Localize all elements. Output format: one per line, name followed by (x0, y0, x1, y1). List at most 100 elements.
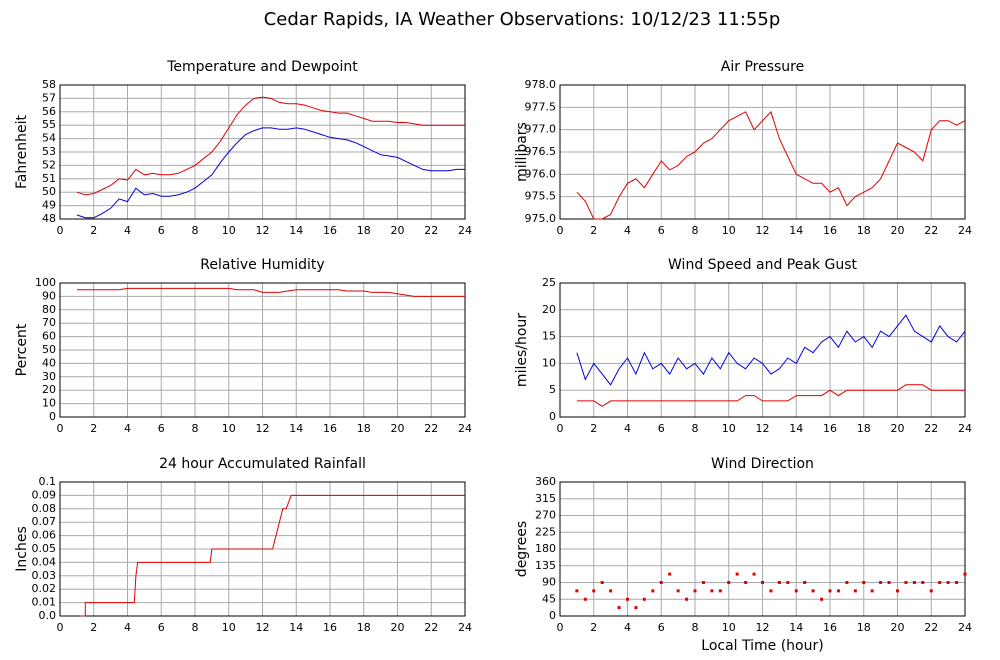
x-tick-label: 4 (124, 621, 131, 634)
y-tick-label: 49 (42, 199, 56, 212)
y-tick-label: 976.0 (525, 167, 557, 180)
x-tick-label: 24 (458, 621, 472, 634)
x-tick-label: 18 (857, 621, 871, 634)
y-tick-label: 58 (42, 78, 56, 91)
y-tick-label: 30 (42, 370, 56, 383)
x-tick-label: 6 (658, 224, 665, 237)
y-tick-label: 15 (542, 330, 556, 343)
y-tick-label: 0.01 (32, 596, 57, 609)
x-tick-label: 8 (192, 422, 199, 435)
x-tick-label: 10 (222, 422, 236, 435)
plot-frame (59, 282, 466, 418)
y-tick-label: 5 (549, 383, 556, 396)
x-tick-label: 0 (57, 621, 64, 634)
data-point (727, 581, 731, 584)
y-tick-label: 90 (542, 576, 556, 589)
x-tick-label: 2 (90, 224, 97, 237)
data-point (803, 581, 807, 584)
y-axis-label: Inches (14, 526, 30, 571)
x-tick-label: 4 (124, 224, 131, 237)
x-tick-label: 16 (323, 621, 337, 634)
y-tick-label: 80 (42, 303, 56, 316)
y-tick-label: 70 (42, 316, 56, 329)
x-tick-label: 24 (458, 422, 472, 435)
x-tick-label: 8 (692, 621, 699, 634)
y-axis-label: Percent (14, 323, 30, 376)
y-axis-label: millibars (514, 122, 530, 182)
y-axis-label: miles/hour (514, 313, 530, 387)
x-tick-label: 18 (357, 621, 371, 634)
x-tick-label: 12 (756, 422, 770, 435)
data-point (896, 589, 899, 593)
data-point (904, 581, 908, 584)
x-tick-label: 6 (158, 224, 165, 237)
data-line (576, 384, 965, 407)
x-tick-label: 8 (192, 621, 199, 634)
data-point (626, 597, 629, 601)
y-tick-label: 225 (535, 525, 556, 538)
data-point (744, 581, 748, 584)
x-tick-label: 6 (658, 422, 665, 435)
x-tick-label: 14 (289, 224, 303, 237)
data-point (929, 589, 933, 593)
data-point (887, 581, 891, 584)
data-point (921, 581, 925, 584)
x-tick-label: 10 (222, 224, 236, 237)
plot-frame (559, 282, 966, 418)
x-tick-label: 0 (557, 621, 564, 634)
x-tick-label: 24 (958, 224, 972, 237)
data-point (676, 589, 680, 593)
x-tick-label: 16 (323, 224, 337, 237)
data-point (845, 581, 849, 584)
y-tick-label: 0 (49, 410, 56, 423)
panel-title: 24 hour Accumulated Rainfall (159, 456, 366, 472)
x-tick-label: 0 (57, 422, 64, 435)
x-tick-label: 24 (958, 621, 972, 634)
x-tick-label: 18 (857, 224, 871, 237)
x-tick-label: 2 (90, 422, 97, 435)
data-line (76, 287, 465, 297)
panel-title: Air Pressure (721, 59, 804, 75)
y-tick-label: 0 (549, 410, 556, 423)
y-tick-label: 53 (42, 145, 56, 158)
x-tick-label: 6 (158, 422, 165, 435)
x-tick-label: 0 (57, 224, 64, 237)
y-tick-label: 90 (42, 289, 56, 302)
x-tick-label: 8 (692, 224, 699, 237)
y-tick-label: 975.0 (525, 212, 557, 225)
y-tick-label: 25 (542, 276, 556, 289)
y-tick-label: 0.07 (32, 515, 57, 528)
panel-title: Relative Humidity (200, 257, 324, 273)
data-point (870, 589, 874, 593)
x-tick-label: 20 (391, 224, 405, 237)
plot-frame (559, 84, 966, 220)
x-tick-label: 2 (90, 621, 97, 634)
x-tick-label: 24 (958, 422, 972, 435)
y-tick-label: 315 (535, 492, 556, 505)
plot-frame (59, 84, 466, 220)
x-axis-label: Local Time (hour) (701, 638, 823, 654)
x-tick-label: 10 (722, 224, 736, 237)
x-tick-label: 10 (722, 422, 736, 435)
x-tick-label: 22 (424, 621, 438, 634)
data-point (853, 589, 857, 593)
y-tick-label: 54 (42, 132, 56, 145)
x-tick-label: 16 (823, 224, 837, 237)
x-tick-label: 16 (823, 422, 837, 435)
data-point (820, 597, 824, 601)
x-tick-label: 4 (124, 422, 131, 435)
y-tick-label: 270 (535, 509, 556, 522)
x-tick-label: 14 (789, 224, 803, 237)
x-tick-label: 0 (557, 422, 564, 435)
x-tick-label: 22 (924, 621, 938, 634)
data-point (735, 572, 739, 576)
y-tick-label: 0 (549, 609, 556, 622)
data-point (718, 589, 722, 593)
x-tick-label: 12 (256, 422, 270, 435)
y-tick-label: 55 (42, 118, 56, 131)
y-tick-label: 180 (535, 542, 556, 555)
x-tick-label: 10 (722, 621, 736, 634)
x-tick-label: 8 (192, 224, 199, 237)
x-tick-label: 12 (756, 224, 770, 237)
